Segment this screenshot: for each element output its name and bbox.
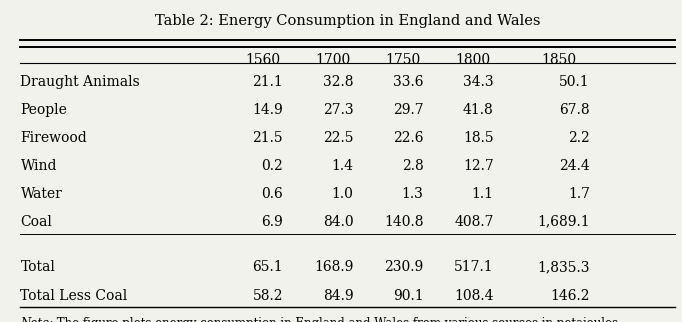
Text: 1.4: 1.4 <box>331 159 353 173</box>
Text: Total: Total <box>20 260 55 274</box>
Text: 1.7: 1.7 <box>568 187 590 201</box>
Text: 408.7: 408.7 <box>454 215 494 229</box>
Text: Water: Water <box>20 187 62 201</box>
Text: Wind: Wind <box>20 159 57 173</box>
Text: 1,689.1: 1,689.1 <box>537 215 590 229</box>
Text: 12.7: 12.7 <box>463 159 494 173</box>
Text: 2.8: 2.8 <box>402 159 424 173</box>
Text: 90.1: 90.1 <box>393 289 424 302</box>
Text: Note:: Note: <box>20 317 54 322</box>
Text: 1,835.3: 1,835.3 <box>537 260 590 274</box>
Text: Table 2: Energy Consumption in England and Wales: Table 2: Energy Consumption in England a… <box>155 14 541 28</box>
Text: 1700: 1700 <box>315 53 351 67</box>
Text: 1.1: 1.1 <box>472 187 494 201</box>
Text: 0.2: 0.2 <box>261 159 283 173</box>
Text: 168.9: 168.9 <box>314 260 353 274</box>
Text: 34.3: 34.3 <box>463 75 494 89</box>
Text: 67.8: 67.8 <box>559 103 590 117</box>
Text: Total Less Coal: Total Less Coal <box>20 289 128 302</box>
Text: People: People <box>20 103 68 117</box>
Text: 1800: 1800 <box>456 53 491 67</box>
Text: 146.2: 146.2 <box>550 289 590 302</box>
Text: 21.5: 21.5 <box>252 131 283 145</box>
Text: 140.8: 140.8 <box>384 215 424 229</box>
Text: 24.4: 24.4 <box>559 159 590 173</box>
Text: 2.2: 2.2 <box>568 131 590 145</box>
Text: 6.9: 6.9 <box>261 215 283 229</box>
Text: The figure plots energy consumption in England and Wales from various sources in: The figure plots energy consumption in E… <box>53 317 621 322</box>
Text: 1850: 1850 <box>542 53 577 67</box>
Text: 29.7: 29.7 <box>393 103 424 117</box>
Text: 18.5: 18.5 <box>463 131 494 145</box>
Text: 22.6: 22.6 <box>393 131 424 145</box>
Text: Firewood: Firewood <box>20 131 87 145</box>
Text: 50.1: 50.1 <box>559 75 590 89</box>
Text: 32.8: 32.8 <box>323 75 353 89</box>
Text: 517.1: 517.1 <box>454 260 494 274</box>
Text: 84.0: 84.0 <box>323 215 353 229</box>
Text: 21.1: 21.1 <box>252 75 283 89</box>
Text: 27.3: 27.3 <box>323 103 353 117</box>
Text: Coal: Coal <box>20 215 53 229</box>
Text: Draught Animals: Draught Animals <box>20 75 140 89</box>
Text: 41.8: 41.8 <box>463 103 494 117</box>
Text: 230.9: 230.9 <box>384 260 424 274</box>
Text: 22.5: 22.5 <box>323 131 353 145</box>
Text: 84.9: 84.9 <box>323 289 353 302</box>
Text: 58.2: 58.2 <box>252 289 283 302</box>
Text: 108.4: 108.4 <box>454 289 494 302</box>
Text: 1560: 1560 <box>245 53 280 67</box>
Text: 1.3: 1.3 <box>402 187 424 201</box>
Text: 1750: 1750 <box>385 53 421 67</box>
Text: 1.0: 1.0 <box>331 187 353 201</box>
Text: 33.6: 33.6 <box>393 75 424 89</box>
Text: 65.1: 65.1 <box>252 260 283 274</box>
Text: 0.6: 0.6 <box>261 187 283 201</box>
Text: 14.9: 14.9 <box>252 103 283 117</box>
